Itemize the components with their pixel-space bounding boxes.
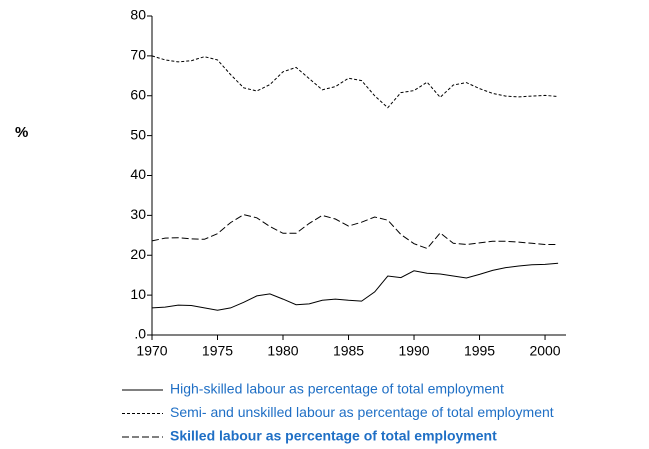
x-tick-label: 2000 xyxy=(529,343,560,359)
x-tick-label: 1980 xyxy=(267,343,298,359)
y-tick-label: 70 xyxy=(130,47,146,63)
y-tick-label: 60 xyxy=(130,86,146,102)
x-tick-label: 1975 xyxy=(202,343,233,359)
y-tick-label: 40 xyxy=(130,166,146,182)
series-line xyxy=(151,55,559,109)
y-tick-label: 30 xyxy=(130,206,146,222)
y-tick-label: 10 xyxy=(130,286,146,302)
x-tick-label: 1985 xyxy=(333,343,364,359)
legend-label: Skilled labour as percentage of total em… xyxy=(170,428,497,444)
y-tick-label: .0 xyxy=(134,326,146,342)
x-tick-label: 1990 xyxy=(398,343,429,359)
y-tick-label: 20 xyxy=(130,246,146,262)
x-tick-label: 1995 xyxy=(464,343,495,359)
x-tick-label: 1970 xyxy=(136,343,167,359)
legend-label: High-skilled labour as percentage of tot… xyxy=(170,381,504,397)
legend-label: Semi- and unskilled labour as percentage… xyxy=(170,404,554,420)
y-axis-label: % xyxy=(15,124,28,141)
y-tick-label: 50 xyxy=(130,126,146,142)
series-line xyxy=(151,262,559,311)
series-line xyxy=(151,214,559,250)
y-tick-label: 80 xyxy=(130,7,146,23)
